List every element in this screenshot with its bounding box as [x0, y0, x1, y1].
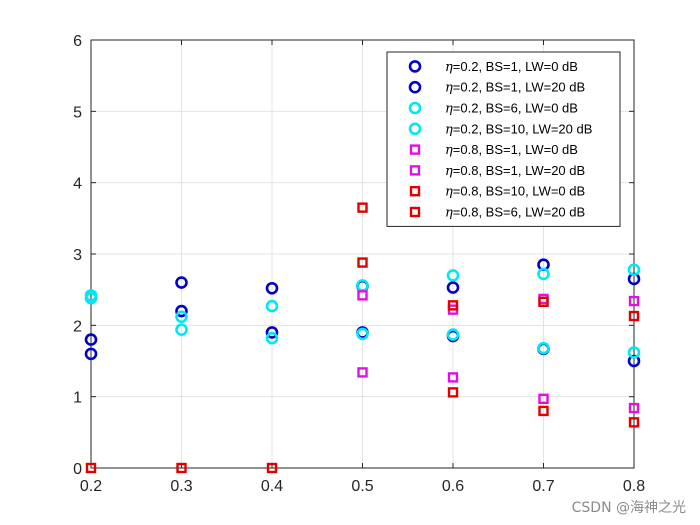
- legend-entry-text: =0.8, BS=1, LW=0 dB: [453, 142, 578, 157]
- data-point-circle: [446, 269, 460, 282]
- legend-entry-label: η=0.2, BS=6, LW=0 dB: [445, 101, 578, 117]
- data-point-circle: [84, 347, 98, 361]
- legend: η=0.2, BS=1, LW=0 dBη=0.2, BS=1, LW=20 d…: [386, 51, 621, 227]
- legend-entry-label: η=0.8, BS=10, LW=0 dB: [445, 184, 585, 200]
- legend-eta-symbol: η: [445, 60, 453, 75]
- data-point-circle: [265, 299, 279, 313]
- data-point-circle: [537, 267, 550, 281]
- legend-eta-symbol: η: [445, 185, 453, 200]
- x-tick-label: 0.4: [261, 478, 283, 495]
- x-tick-label: 0.7: [532, 478, 554, 495]
- legend-entry-label: η=0.8, BS=1, LW=0 dB: [445, 142, 578, 158]
- data-point-circle: [356, 327, 369, 341]
- legend-box: [386, 51, 621, 227]
- data-point-square-legend: [409, 206, 421, 218]
- data-point-square: [538, 405, 549, 417]
- data-point-square: [447, 372, 459, 383]
- data-point-square: [357, 202, 368, 213]
- data-point-square: [85, 462, 97, 474]
- data-point-circle: [627, 354, 641, 368]
- data-point-square-legend: [409, 185, 421, 197]
- data-point-circle: [627, 346, 641, 359]
- y-tick-label: 1: [73, 390, 82, 407]
- legend-entry-label: η=0.8, BS=6, LW=20 dB: [445, 205, 585, 221]
- data-points: [84, 202, 641, 474]
- data-point-circle: [265, 331, 279, 345]
- legend-eta-symbol: η: [445, 206, 453, 221]
- data-point-circle: [265, 326, 279, 339]
- y-tick-label: 5: [73, 104, 82, 121]
- legend-eta-symbol: η: [445, 102, 453, 117]
- y-tick-label: 6: [73, 33, 82, 50]
- data-point-circle: [175, 304, 188, 318]
- legend-entry-text: =0.2, BS=1, LW=20 dB: [453, 80, 585, 95]
- y-tick-label: 2: [73, 318, 82, 335]
- data-point-square: [538, 296, 549, 307]
- y-tick-label: 3: [73, 247, 82, 264]
- data-point-circle-legend: [408, 122, 422, 136]
- data-point-square: [447, 300, 459, 311]
- legend-eta-symbol: η: [445, 143, 453, 158]
- legend-entry-text: =0.2, BS=10, LW=20 dB: [453, 121, 593, 136]
- legend-entry-text: =0.8, BS=6, LW=20 dB: [453, 205, 585, 220]
- data-point-square: [266, 462, 278, 474]
- data-point-circle: [446, 281, 460, 294]
- x-tick-label: 0.2: [80, 478, 102, 495]
- data-point-circle-legend: [408, 60, 422, 73]
- x-tick-label: 0.8: [623, 478, 645, 495]
- axis-ticks: 0.2 0.3 0.4 0.5 0.6 0.7 0.8 0 1 2 3 4 5 6: [73, 33, 645, 495]
- data-point-circle: [175, 323, 188, 336]
- data-point-circle: [84, 333, 98, 346]
- x-tick-label: 0.6: [442, 478, 464, 495]
- legend-entry-text: =0.8, BS=1, LW=20 dB: [453, 163, 585, 178]
- data-point-square-legend: [409, 144, 421, 155]
- data-point-circle: [84, 289, 98, 302]
- legend-entry-text: =0.8, BS=10, LW=0 dB: [453, 184, 585, 199]
- legend-eta-symbol: η: [445, 81, 453, 96]
- x-tick-label: 0.5: [351, 478, 373, 495]
- data-point-circle: [446, 328, 460, 341]
- data-point-circle: [175, 276, 188, 289]
- data-point-square: [357, 367, 368, 378]
- x-tick-label: 0.3: [170, 478, 192, 495]
- data-point-square: [628, 295, 640, 307]
- data-point-circle-legend: [408, 101, 422, 115]
- legend-entry-text: =0.2, BS=6, LW=0 dB: [453, 101, 578, 116]
- data-point-square: [628, 310, 640, 322]
- y-tick-label: 4: [73, 176, 82, 193]
- legend-entry-text: =0.2, BS=1, LW=0 dB: [453, 59, 578, 74]
- legend-entry-label: η=0.8, BS=1, LW=20 dB: [445, 163, 585, 179]
- data-point-circle: [537, 341, 550, 355]
- data-point-square: [176, 462, 187, 474]
- data-point-square: [538, 393, 549, 405]
- data-point-square: [447, 387, 459, 398]
- legend-entry-label: η=0.2, BS=10, LW=20 dB: [445, 121, 592, 137]
- data-point-circle: [627, 263, 641, 276]
- y-tick-label: 0: [73, 461, 82, 478]
- data-point-square: [628, 402, 640, 414]
- data-point-square: [357, 290, 368, 301]
- data-point-circle: [175, 310, 188, 324]
- legend-eta-symbol: η: [445, 122, 453, 137]
- legend-eta-symbol: η: [445, 164, 453, 179]
- watermark: CSDN @海神之光: [571, 500, 686, 516]
- legend-entry-label: η=0.2, BS=1, LW=20 dB: [445, 80, 585, 96]
- legend-entry-label: η=0.2, BS=1, LW=0 dB: [445, 59, 578, 75]
- data-point-square: [628, 417, 640, 428]
- data-point-circle: [265, 281, 279, 295]
- data-point-square-legend: [409, 165, 421, 176]
- data-point-square: [357, 257, 368, 268]
- data-point-circle-legend: [408, 80, 422, 94]
